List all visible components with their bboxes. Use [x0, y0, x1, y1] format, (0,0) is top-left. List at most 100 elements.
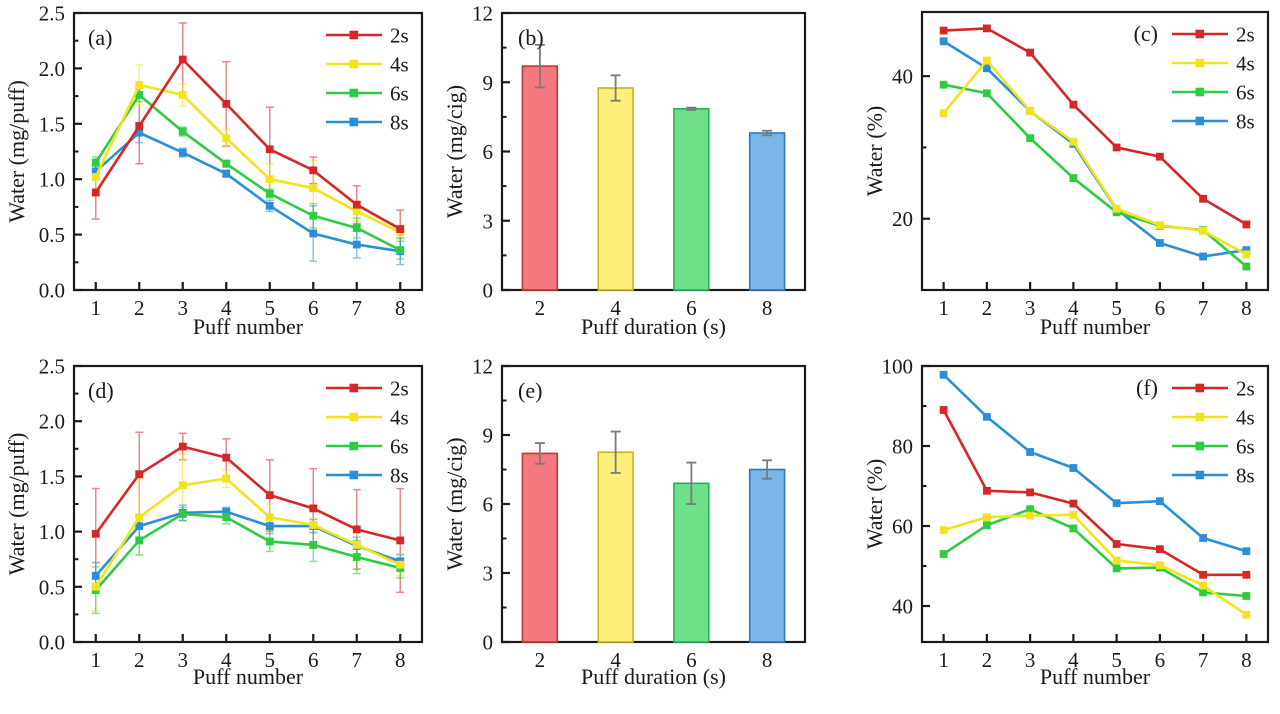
legend-label: 4s [390, 53, 409, 77]
series-4s-c[interactable] [939, 56, 1251, 259]
x-tick-label: 8 [1241, 296, 1252, 320]
x-axis-title: Puff number [1040, 664, 1151, 689]
series-marker [309, 229, 318, 238]
legend-item-8s[interactable]: 8s [1172, 110, 1255, 134]
error-bar [610, 430, 621, 474]
legend-item-4s[interactable]: 4s [326, 53, 409, 77]
plot-frame [72, 11, 424, 292]
legend-item-2s[interactable]: 2s [1172, 23, 1255, 47]
legend-item-2s[interactable]: 2s [326, 377, 409, 401]
series-marker [1155, 239, 1164, 247]
x-tick-label: 4 [221, 648, 232, 672]
bar-8[interactable] [748, 132, 786, 291]
series-marker [1026, 48, 1035, 57]
legend-item-4s[interactable]: 4s [1172, 406, 1255, 430]
chart-panel-a: 0.0 0.5 1.0 1.5 2.0 2.5 1 2 3 4 5 6 7 8 Puff number Wat… [0, 0, 440, 350]
x-axis-f: 1 2 3 4 5 6 7 8 [938, 634, 1252, 672]
series-line [94, 512, 401, 591]
legend-item-8s[interactable]: 8s [326, 464, 409, 488]
series-marker [1242, 547, 1251, 556]
legend-item-6s[interactable]: 6s [1172, 81, 1255, 105]
series-marker [1026, 107, 1035, 115]
legend-label: 6s [1236, 81, 1255, 105]
bar-4[interactable] [597, 451, 634, 643]
series-2s-f[interactable] [939, 406, 1251, 579]
bar-2[interactable] [521, 452, 559, 643]
legend-label: 4s [1236, 52, 1255, 76]
y-axis-e: 0 3 6 9 12 [472, 355, 510, 655]
legend-a: 2s 4s 6s 8s [326, 24, 409, 135]
y-tick-label: 12 [472, 2, 493, 26]
series-marker [1026, 511, 1035, 520]
series-marker [939, 406, 948, 414]
legend-item-6s[interactable]: 6s [1172, 435, 1255, 459]
legend-item-6s[interactable]: 6s [326, 82, 409, 106]
plot-frame [920, 10, 1270, 292]
legend-d: 2s 4s 6s 8s [326, 377, 409, 488]
chart-panel-f: 40 60 80 100 1 2 3 4 5 6 7 8 Puff number Water (%) (f)… [860, 350, 1280, 714]
legend-f: (f) 2s 4s 6s 8s [1136, 375, 1255, 488]
y-tick-label: 0.5 [39, 223, 65, 247]
series-4s-f[interactable] [939, 510, 1251, 619]
y-tick-label: 40 [892, 595, 913, 619]
series-marker [939, 550, 948, 558]
legend-swatch-marker [1195, 58, 1205, 68]
bar-6[interactable] [673, 107, 710, 291]
x-tick-label: 4 [221, 296, 232, 320]
x-tick-label: 6 [308, 648, 319, 672]
legend-item-8s[interactable]: 8s [326, 111, 409, 135]
series-marker [352, 224, 361, 232]
series-marker [1112, 540, 1121, 548]
bar-2[interactable] [521, 65, 559, 291]
x-tick-label: 1 [938, 296, 949, 320]
bar-6[interactable] [673, 482, 710, 643]
bar-4[interactable] [597, 87, 634, 291]
legend-item-6s[interactable]: 6s [326, 435, 409, 459]
x-axis-title: Puff number [193, 664, 304, 689]
series-marker [1155, 545, 1164, 554]
series-marker [178, 148, 187, 157]
series-6s-f[interactable] [939, 505, 1251, 600]
series-marker [982, 521, 991, 530]
legend-item-2s[interactable]: 2s [1172, 377, 1255, 401]
series-marker [1199, 534, 1208, 542]
panel-label-a: (a) [88, 25, 112, 50]
x-tick-label: 1 [91, 648, 102, 672]
y-tick-label: 40 [892, 65, 913, 89]
legend-label: 8s [390, 111, 409, 135]
series-marker [982, 24, 991, 33]
series-4s-d[interactable] [91, 474, 405, 591]
y-tick-label: 1.0 [39, 168, 65, 192]
y-tick-label: 12 [472, 355, 493, 379]
series-line [942, 409, 1247, 577]
series-marker [982, 56, 991, 65]
series-2s-c[interactable] [939, 24, 1251, 229]
series-marker [265, 522, 274, 530]
series-marker [396, 225, 405, 233]
chart-panel-b: 0 3 6 9 12 2 4 6 8 Puff duration (s) Water (mg/cig… [440, 0, 860, 350]
series-marker [91, 188, 100, 197]
series-marker [222, 453, 231, 462]
series-line [94, 58, 401, 231]
legend-item-8s[interactable]: 8s [1172, 464, 1255, 488]
series-marker [1069, 524, 1078, 533]
chart-svg-f: 40 60 80 100 1 2 3 4 5 6 7 8 Puff number Water (%) (f)… [862, 355, 1270, 689]
plot-frame [920, 364, 1270, 644]
series-marker [1242, 220, 1251, 229]
legend-item-2s[interactable]: 2s [326, 24, 409, 48]
series-marker [1069, 510, 1078, 519]
series-marker [135, 536, 144, 545]
legend-item-4s[interactable]: 4s [1172, 52, 1255, 76]
bar-8[interactable] [748, 468, 786, 643]
legend-label: 2s [390, 377, 409, 401]
series-2s-d[interactable] [91, 442, 405, 545]
series-8s-f[interactable] [939, 370, 1251, 556]
series-marker [352, 207, 361, 216]
series-2s-a[interactable] [91, 55, 405, 233]
series-6s-a[interactable] [91, 91, 405, 255]
series-marker [1155, 221, 1164, 230]
legend-item-4s[interactable]: 4s [326, 406, 409, 430]
series-marker [178, 55, 187, 64]
series-marker [1112, 143, 1121, 152]
